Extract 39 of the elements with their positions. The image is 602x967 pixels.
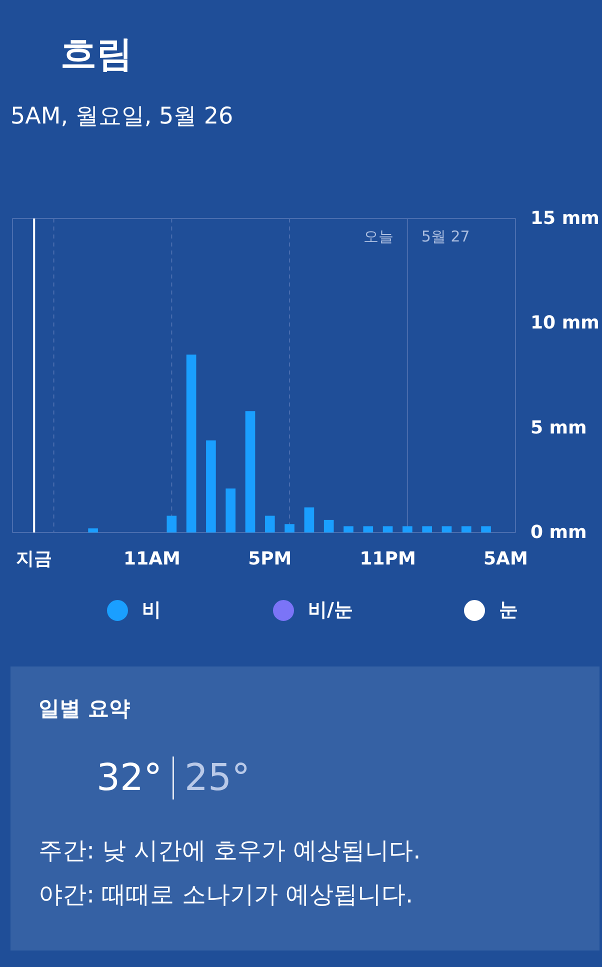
bar bbox=[206, 440, 216, 532]
bar bbox=[88, 528, 98, 532]
legend-label: 비 bbox=[142, 598, 162, 623]
x-tick-label: 11PM bbox=[360, 548, 416, 570]
annotation: 오늘 bbox=[363, 228, 394, 246]
bar bbox=[382, 526, 393, 532]
x-tick-label: 11AM bbox=[124, 548, 180, 570]
chart-title: 흐림 bbox=[60, 34, 132, 75]
ref-line-label: 5월 27 bbox=[421, 228, 470, 246]
text: 32° bbox=[96, 756, 162, 799]
text: 일별 요약 bbox=[38, 696, 130, 720]
text: 25° bbox=[184, 756, 250, 799]
bar bbox=[442, 526, 452, 532]
bar bbox=[245, 411, 256, 532]
bar bbox=[324, 520, 334, 532]
bar bbox=[402, 526, 412, 532]
x-tick-label: 5AM bbox=[483, 548, 528, 570]
legend-label: 눈 bbox=[498, 598, 519, 623]
bar bbox=[481, 526, 491, 532]
bar bbox=[226, 488, 236, 532]
x-tick-label: 지금 bbox=[16, 548, 52, 570]
y-tick-label: 15 mm bbox=[530, 208, 600, 229]
y-tick-label: 0 mm bbox=[530, 522, 587, 543]
bar bbox=[166, 516, 177, 532]
bar bbox=[461, 526, 472, 532]
y-tick-label: 10 mm bbox=[530, 312, 600, 334]
chart-subtitle: 5AM, 월요일, 5월 26 bbox=[10, 104, 234, 130]
text: 주간: 낮 시간에 호우가 예상됩니다. bbox=[38, 836, 421, 864]
text: 야간: 때때로 소나기가 예상됩니다. bbox=[38, 880, 414, 908]
bar bbox=[344, 526, 354, 532]
bar bbox=[264, 516, 275, 532]
bar bbox=[186, 354, 196, 532]
x-tick-label: 5PM bbox=[248, 548, 292, 570]
bar bbox=[304, 507, 314, 532]
bar bbox=[363, 526, 374, 532]
bar bbox=[284, 524, 294, 532]
bar bbox=[422, 526, 432, 532]
y-tick-label: 5 mm bbox=[530, 417, 587, 438]
legend-label: 비/눈 bbox=[308, 598, 353, 623]
